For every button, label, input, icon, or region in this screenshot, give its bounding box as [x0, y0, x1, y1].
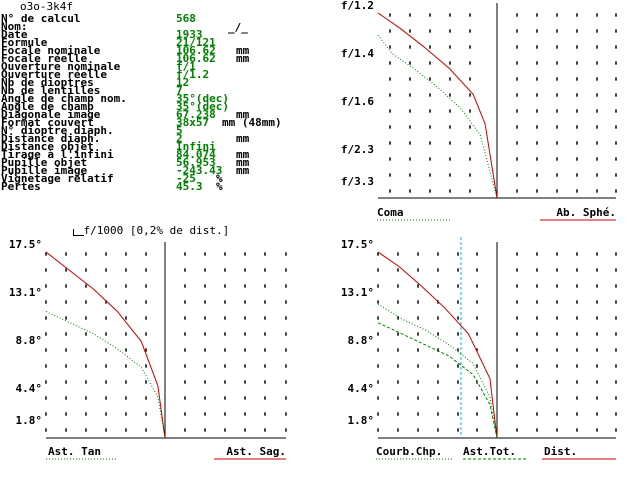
info-value: 35°(dec) [176, 92, 229, 105]
info-value: f/1.2 [176, 68, 210, 81]
info-label: Date [1, 28, 28, 41]
y-axis-label: 13.1° [9, 286, 42, 299]
info-value: 67.238 [176, 108, 216, 121]
info-value: Infini [176, 140, 216, 153]
info-label: Tirage à l'infini [1, 148, 114, 161]
info-label: Distance diaph. [1, 132, 101, 145]
info-value: 568 [176, 12, 196, 25]
info-label: Ouverture nominale [1, 60, 121, 73]
y-axis-label: f/3.3 [341, 175, 374, 188]
scale-note: f/1000 [0,2% de dist.] [46, 214, 229, 247]
y-axis-label: 8.8° [348, 334, 375, 347]
info-unit: mm [236, 148, 250, 161]
info-value: 106.62 [176, 44, 216, 57]
info-label: Pertes [1, 180, 41, 193]
info-value: 2 [176, 132, 183, 145]
info-value: 56.953 [176, 156, 216, 169]
info-label: Vignetage relatif [1, 172, 114, 185]
info-unit: mm [236, 44, 250, 57]
series-ab-sph- [377, 12, 498, 199]
y-axis-label: f/1.2 [341, 0, 374, 12]
info-unit: mm [236, 156, 250, 169]
info-value: 84.074 [176, 148, 216, 161]
legend-ast-sag: Ast. Sag. [226, 445, 286, 458]
y-axis-label: f/2.3 [341, 143, 374, 156]
signature-mark: _/_ [228, 21, 248, 34]
legend-ast-total: Ast.Tot. [463, 445, 516, 458]
series-ast-tot- [377, 322, 498, 439]
info-unit: % [216, 180, 223, 193]
info-unit: mm [236, 164, 250, 177]
series-dist- [377, 251, 498, 439]
info-value: f/1 [176, 60, 196, 73]
info-label: Nom: [1, 20, 28, 33]
info-label: Nb de dioptres [1, 76, 94, 89]
info-unit: mm [236, 108, 250, 121]
info-label: Angle de champ nom. [1, 92, 127, 105]
legend-field-curvature: Courb.Chp. [376, 445, 442, 458]
y-axis-label: f/1.4 [341, 47, 374, 60]
info-label: N° de calcul [1, 12, 81, 25]
legend-distortion: Dist. [544, 445, 577, 458]
legend-spherical: Ab. Sphé. [556, 206, 616, 219]
info-label: Pupille image [1, 164, 88, 177]
info-unit: mm [236, 52, 250, 65]
legend-coma: Coma [377, 206, 404, 219]
info-value: 7 [176, 84, 183, 97]
y-axis-label: 4.4° [16, 382, 43, 395]
info-value: 12 [176, 76, 190, 89]
y-axis-label: f/1.6 [341, 95, 374, 108]
info-value: 38x57 [176, 116, 210, 129]
series-courb-chp- [377, 303, 498, 439]
info-value: 5 [176, 124, 183, 137]
info-value: 45.3 [176, 180, 203, 193]
scale-note-text: f/1000 [0,2% de dist.] [83, 224, 230, 237]
info-value: -25 [176, 172, 196, 185]
info-label: Focale réelle [1, 52, 88, 65]
y-axis-label: 4.4° [348, 382, 375, 395]
info-value: 21/121 [176, 36, 216, 49]
info-unit: % [216, 172, 223, 185]
info-label: Nb de lentilles [1, 84, 101, 97]
info-label: Format couvert [1, 116, 94, 129]
info-value: -243.43 [176, 164, 223, 177]
info-label: Formule [1, 36, 48, 49]
y-axis-label: 1.8° [16, 414, 43, 427]
info-label: Diagonale image [1, 108, 101, 121]
info-unit: mm (48mm) [222, 116, 282, 129]
series-coma [377, 34, 498, 199]
y-axis-label: 17.5° [341, 238, 374, 251]
info-value: 35°(dec) [176, 100, 229, 113]
legend-ast-tan: Ast. Tan [48, 445, 101, 458]
info-label: Ouverture réelle [1, 68, 107, 81]
y-axis-label: 8.8° [16, 334, 43, 347]
info-label: Distance objet [1, 140, 94, 153]
y-axis-label: 17.5° [9, 238, 42, 251]
info-unit: mm [236, 132, 250, 145]
info-label: Pupille objet [1, 156, 88, 169]
series-ast-tan [45, 311, 166, 439]
y-axis-label: 13.1° [341, 286, 374, 299]
info-value: 106.62 [176, 52, 216, 65]
info-label: N° dioptre diaph. [1, 124, 114, 137]
info-value: 1933 [176, 28, 203, 41]
y-axis-label: 1.8° [348, 414, 375, 427]
info-label: Angle de champ [1, 100, 94, 113]
lens-title: o3o-3k4f [20, 0, 73, 13]
series-ast-sag- [45, 251, 166, 439]
info-label: Focale nominale [1, 44, 101, 57]
